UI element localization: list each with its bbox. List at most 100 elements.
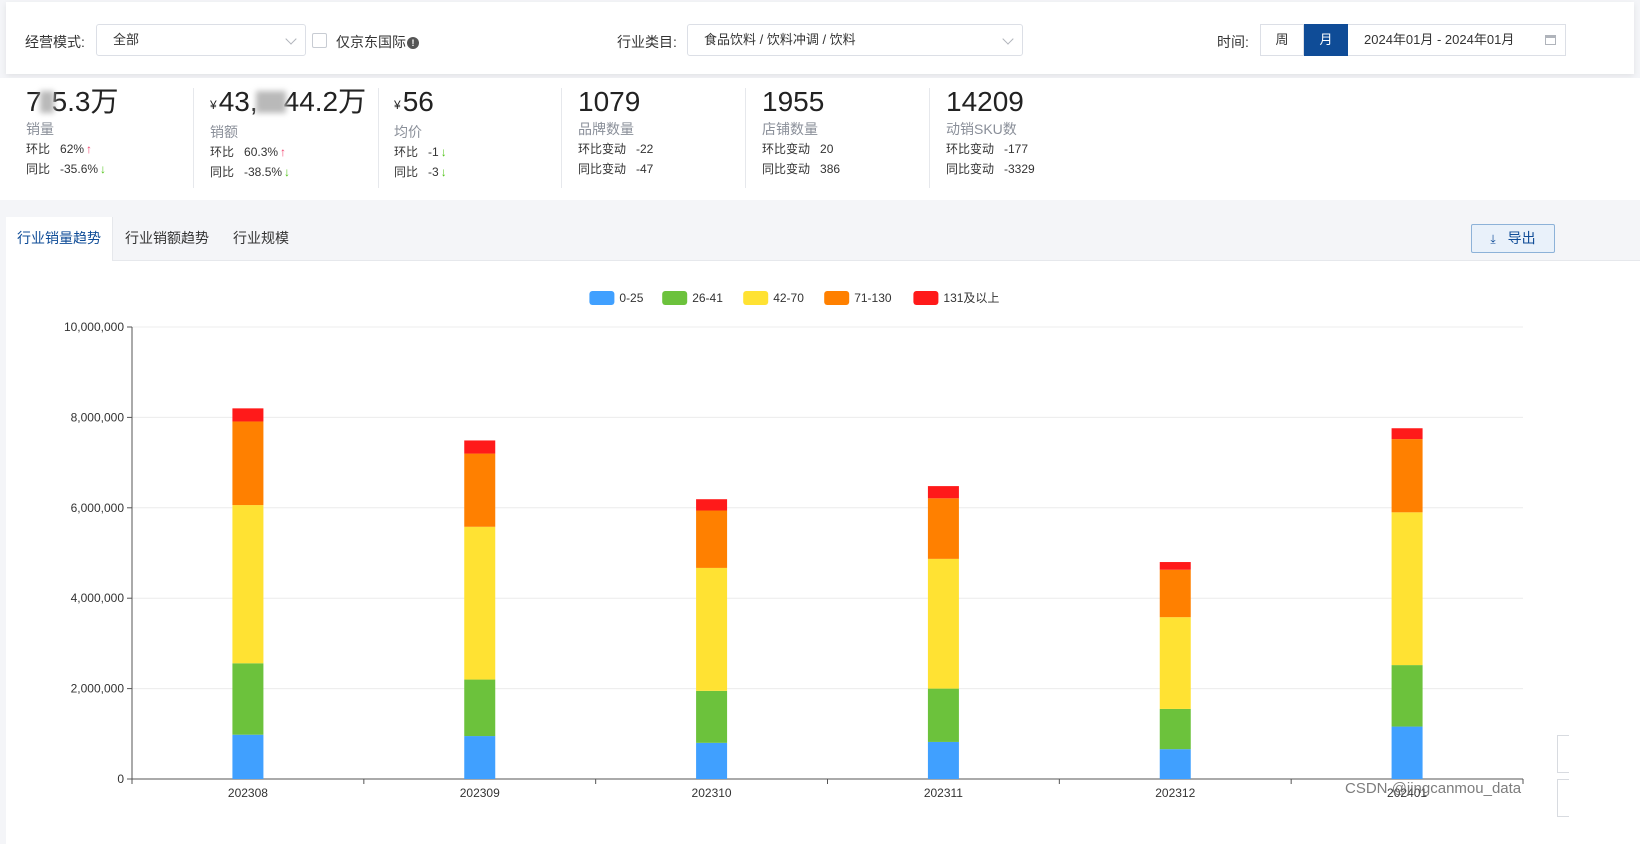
metric-row-value: 62%	[60, 142, 85, 156]
metric-row-label: 环比	[26, 142, 51, 156]
metric-row-label: 同比	[26, 162, 51, 176]
metric-yoy: 同比 -3 ↓	[394, 164, 447, 181]
metric-row-label: 同比变动	[578, 162, 627, 176]
bar-segment	[464, 526, 496, 680]
currency-symbol: ¥	[210, 98, 217, 112]
time-label: 时间:	[1217, 34, 1249, 50]
metric-divider	[561, 88, 562, 188]
legend-label: 42-70	[773, 291, 804, 305]
metric-yoy: 同比变动 386	[762, 161, 840, 178]
bar-segment	[696, 742, 728, 779]
category-select[interactable]: 食品饮料 / 饮料冲调 / 饮料	[687, 24, 1023, 56]
metric-row-value: -47	[636, 162, 654, 176]
arrow-down-icon: ↓	[100, 162, 107, 176]
metric-row-label: 环比	[394, 145, 419, 159]
metric-mom: 环比变动 -22	[578, 141, 653, 158]
bar-segment	[232, 408, 264, 422]
metric-sales-amount: ¥43, 44.2万 销额 环比 60.3% ↑ 同比 -38.5% ↓	[210, 78, 366, 181]
metric-value: 1955	[762, 86, 825, 117]
bar-segment	[696, 567, 728, 691]
metric-yoy: 同比变动 -3329	[946, 161, 1035, 178]
bar-segment	[232, 734, 264, 779]
bar-segment	[927, 741, 959, 779]
bar-segment	[464, 679, 496, 737]
bar-segment	[1159, 749, 1191, 779]
side-panel-handle[interactable]	[1557, 779, 1569, 817]
legend-swatch	[824, 291, 850, 305]
metric-row-label: 环比	[210, 145, 235, 159]
metric-mom: 环比 60.3% ↑	[210, 144, 366, 161]
side-panel-handle[interactable]	[1557, 735, 1569, 773]
legend-swatch	[589, 291, 615, 305]
export-button[interactable]: ⤓ 导出	[1471, 224, 1555, 253]
metric-brand-count: 1079 品牌数量 环比变动 -22 同比变动 -47	[578, 78, 653, 178]
legend-label: 71-130	[854, 291, 892, 305]
blur-mask	[39, 91, 54, 113]
metric-value-part: 7	[26, 86, 42, 117]
metric-row-label: 环比变动	[578, 142, 627, 156]
metric-value: 1079	[578, 86, 641, 117]
bar-segment	[1391, 439, 1423, 513]
metric-divider	[929, 88, 930, 188]
blur-mask	[255, 91, 286, 113]
arrow-up-icon: ↑	[280, 145, 287, 159]
metric-name: 销量	[26, 121, 54, 137]
metric-row-value: 386	[820, 162, 841, 176]
bar-segment	[927, 688, 959, 742]
metric-avg-price: ¥56 均价 环比 -1 ↓ 同比 -3 ↓	[394, 78, 447, 181]
arrow-down-icon: ↓	[440, 145, 447, 159]
currency-symbol: ¥	[394, 98, 401, 112]
y-tick-label: 2,000,000	[71, 682, 125, 696]
metric-row-value: -38.5%	[244, 165, 283, 179]
download-icon: ⤓	[1490, 232, 1496, 246]
watermark: CSDN @jingcanmou_data	[1345, 780, 1522, 797]
y-tick-label: 6,000,000	[71, 501, 125, 515]
y-tick-label: 10,000,000	[64, 320, 124, 334]
x-tick-label: 202308	[228, 786, 268, 800]
metric-value-part: 56	[402, 86, 434, 117]
x-tick-label: 202312	[1155, 786, 1195, 800]
month-toggle[interactable]: 月	[1304, 24, 1348, 56]
bar-segment	[696, 690, 728, 743]
date-range-value: 2024年01月 - 2024年01月	[1364, 32, 1515, 47]
x-tick-label: 202401	[1387, 786, 1427, 800]
mode-select[interactable]: 全部	[96, 24, 306, 56]
y-tick-label: 8,000,000	[71, 410, 125, 424]
metric-mom: 环比 -1 ↓	[394, 144, 447, 161]
tab-sales-amount-trend[interactable]: 行业销额趋势	[125, 230, 209, 246]
tab-bar: 行业销量趋势 行业销额趋势 行业规模 ⤓ 导出	[6, 217, 1640, 261]
bar-segment	[1391, 665, 1423, 727]
metric-row-value: -35.6%	[60, 162, 99, 176]
metric-divider	[193, 88, 194, 188]
metric-value-part: 44.2万	[283, 86, 367, 117]
metric-value: ¥43, 44.2万	[210, 87, 366, 120]
calendar-icon	[1545, 35, 1556, 45]
metric-value: ¥56	[394, 87, 447, 120]
jd-intl-checkbox[interactable]	[312, 33, 327, 48]
legend-label: 26-41	[692, 291, 723, 305]
metric-value-part: 5.3万	[51, 86, 119, 117]
legend-swatch	[743, 291, 769, 305]
tab-sales-volume-trend[interactable]: 行业销量趋势	[6, 217, 113, 261]
metric-row-value: -177	[1004, 142, 1029, 156]
bar-segment	[1391, 428, 1423, 440]
tab-industry-scale[interactable]: 行业规模	[233, 230, 289, 246]
bar-segment	[927, 558, 959, 689]
metric-name: 动销SKU数	[946, 121, 1017, 137]
category-select-value: 食品饮料 / 饮料冲调 / 饮料	[704, 32, 856, 47]
metric-name: 均价	[394, 124, 422, 140]
metric-row-value: -3	[428, 165, 439, 179]
metric-row-value: 20	[820, 142, 834, 156]
metric-yoy: 同比变动 -47	[578, 161, 653, 178]
info-icon[interactable]: !	[407, 37, 419, 49]
bar-segment	[927, 498, 959, 559]
date-range-picker[interactable]: 2024年01月 - 2024年01月	[1348, 24, 1566, 56]
metric-yoy: 同比 -35.6% ↓	[26, 161, 119, 178]
y-tick-label: 0	[117, 772, 124, 786]
bar-segment	[1159, 708, 1191, 750]
week-toggle[interactable]: 周	[1260, 24, 1304, 56]
metric-value: 14209	[946, 86, 1024, 117]
bar-segment	[1159, 562, 1191, 570]
bar-segment	[232, 505, 264, 664]
legend-label: 0-25	[619, 291, 643, 305]
